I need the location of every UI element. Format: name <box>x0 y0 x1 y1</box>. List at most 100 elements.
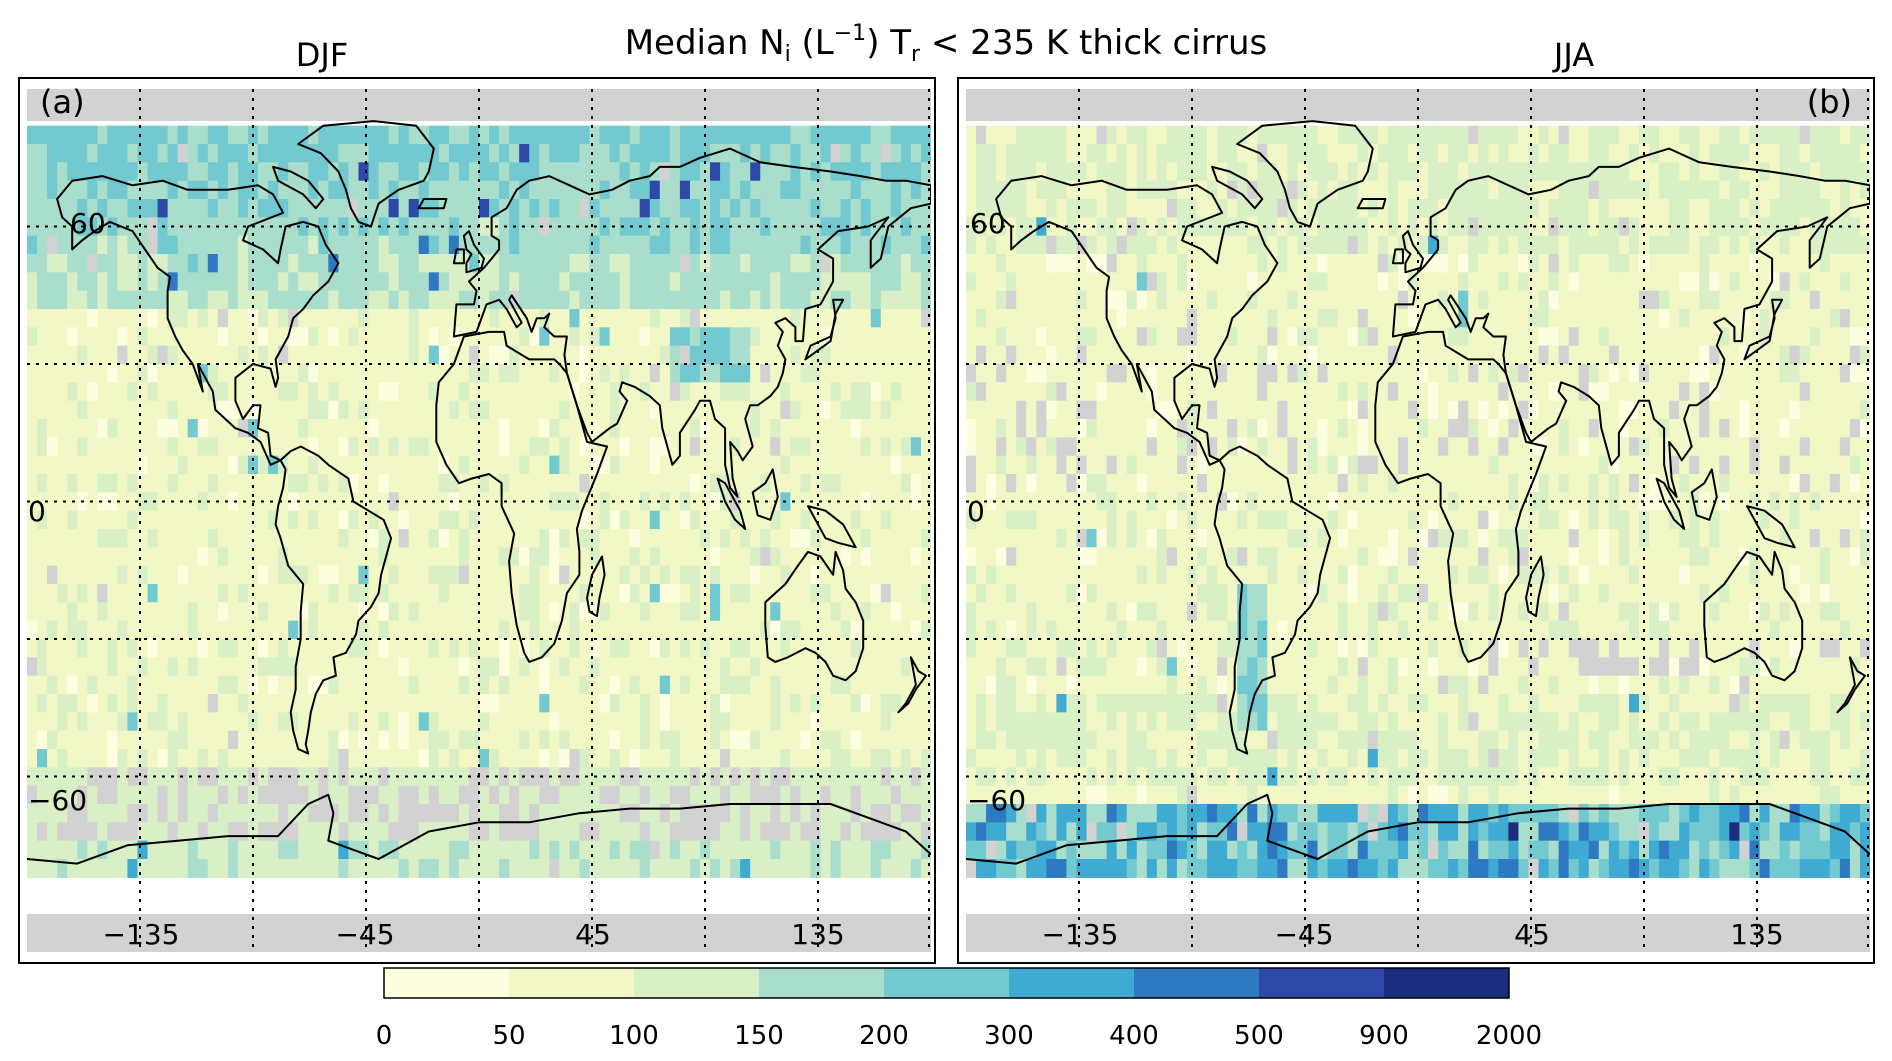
data-cell <box>338 675 350 695</box>
data-cell <box>900 675 912 695</box>
data-cell <box>679 419 691 438</box>
data-cell <box>549 364 560 383</box>
data-cell <box>147 840 159 860</box>
data-cell <box>308 327 319 347</box>
data-cell <box>710 235 721 255</box>
data-cell <box>1347 309 1359 328</box>
data-cell <box>699 785 711 805</box>
data-cell <box>1719 345 1730 365</box>
data-cell <box>448 272 460 292</box>
data-cell <box>619 254 631 273</box>
data-cell <box>87 364 98 383</box>
data-cell <box>258 694 269 713</box>
data-cell <box>227 400 239 420</box>
data-cell <box>197 694 209 713</box>
panel-a-lat-tick-minus-60: −60 <box>28 784 87 817</box>
data-cell <box>348 730 360 750</box>
data-cell <box>910 382 922 402</box>
data-cell <box>308 400 319 420</box>
data-cell <box>27 217 38 237</box>
data-cell <box>489 272 500 292</box>
data-cell <box>378 455 390 475</box>
data-cell <box>338 382 350 402</box>
data-cell <box>1508 345 1520 365</box>
data-cell <box>207 602 219 622</box>
data-cell <box>147 510 159 530</box>
data-cell <box>619 822 631 842</box>
data-cell <box>599 602 611 622</box>
data-cell <box>217 804 229 823</box>
data-cell <box>1418 144 1429 163</box>
data-cell <box>880 712 892 732</box>
data-cell <box>418 327 430 347</box>
data-cell <box>830 657 842 677</box>
data-cell <box>1548 235 1560 255</box>
data-cell <box>1438 180 1449 200</box>
data-cell <box>649 327 661 347</box>
data-cell <box>1066 345 1078 365</box>
data-cell <box>760 749 771 768</box>
data-cell <box>147 767 159 787</box>
data-cell <box>659 730 671 750</box>
data-cell <box>1699 235 1710 255</box>
data-cell <box>77 675 88 695</box>
data-cell <box>398 199 410 218</box>
data-cell <box>529 712 540 732</box>
data-cell <box>328 620 339 640</box>
data-cell <box>1257 217 1268 237</box>
data-cell <box>679 859 691 878</box>
data-cell <box>328 694 339 713</box>
data-cell <box>1478 235 1489 255</box>
data-cell <box>127 529 139 548</box>
data-cell <box>519 529 530 548</box>
data-cell <box>1649 235 1660 255</box>
data-cell <box>519 785 530 805</box>
data-cell <box>348 547 360 567</box>
data-cell <box>107 345 118 365</box>
data-cell <box>1578 162 1590 182</box>
data-cell <box>750 785 761 805</box>
data-cell <box>217 272 229 292</box>
data-cell <box>720 162 731 182</box>
data-cell <box>679 529 691 548</box>
data-cell <box>800 327 812 347</box>
data-cell <box>519 822 530 842</box>
data-cell <box>539 529 550 548</box>
data-cell <box>1086 309 1098 328</box>
data-cell <box>920 584 931 603</box>
data-cell <box>976 309 987 328</box>
data-cell <box>1247 327 1258 347</box>
data-cell <box>750 529 761 548</box>
data-cell <box>1759 217 1771 237</box>
data-cell <box>308 144 319 163</box>
data-cell <box>629 565 641 585</box>
data-cell <box>1186 254 1198 273</box>
data-cell <box>368 125 380 145</box>
data-cell <box>770 180 781 200</box>
data-cell <box>167 822 179 842</box>
data-cell <box>1819 180 1831 200</box>
data-cell <box>760 529 771 548</box>
data-cell <box>1026 364 1037 383</box>
data-cell <box>1568 162 1580 182</box>
data-cell <box>468 529 480 548</box>
data-cell <box>1588 180 1600 200</box>
data-cell <box>378 364 390 383</box>
data-cell <box>458 804 470 823</box>
data-cell <box>1729 345 1741 365</box>
data-cell <box>920 749 931 768</box>
data-cell <box>107 712 118 732</box>
data-cell <box>629 400 641 420</box>
data-cell <box>579 840 591 860</box>
data-cell <box>489 492 500 512</box>
data-cell <box>268 639 279 658</box>
data-cell <box>408 730 420 750</box>
data-cell <box>569 657 581 677</box>
data-cell <box>388 382 400 402</box>
data-cell <box>489 400 500 420</box>
data-cell <box>1136 199 1148 218</box>
data-cell <box>428 840 440 860</box>
data-cell <box>790 529 802 548</box>
data-cell <box>1267 290 1278 310</box>
data-cell <box>1428 290 1439 310</box>
